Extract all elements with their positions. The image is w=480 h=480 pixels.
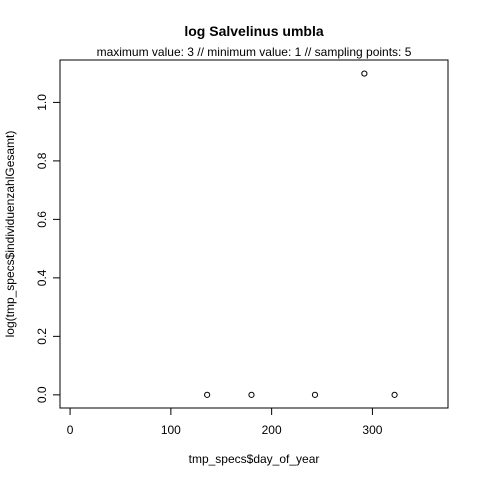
y-tick-label: 0.2 (35, 328, 49, 345)
data-point (391, 391, 398, 398)
y-tick-label: 1.0 (35, 94, 49, 111)
x-tick-label: 300 (362, 423, 382, 437)
x-axis-label: tmp_specs$day_of_year (189, 452, 320, 466)
chart-subtitle: maximum value: 3 // minimum value: 1 // … (97, 45, 412, 59)
y-axis: 0.0 0.2 0.4 0.6 0.8 1.0 (35, 94, 61, 403)
x-tick-label: 100 (161, 423, 181, 437)
plot-frame (59, 59, 449, 409)
y-axis-label: log(tmp_specs$individuenzahlGesamt) (3, 131, 17, 338)
y-tick-label: 0.6 (35, 211, 49, 228)
y-tick-label: 0.4 (35, 269, 49, 286)
data-point (311, 391, 319, 398)
x-tick-label: 200 (262, 423, 282, 437)
x-axis: 0 100 200 300 (67, 407, 383, 437)
y-tick-label: 0.0 (35, 386, 49, 403)
x-tick-label: 0 (67, 423, 74, 437)
chart-title: log Salvelinus umbla (184, 23, 323, 39)
data-point (204, 391, 211, 398)
y-tick-label: 0.8 (35, 152, 49, 169)
data-points (204, 70, 398, 398)
data-point (248, 391, 255, 398)
data-point (361, 70, 368, 77)
